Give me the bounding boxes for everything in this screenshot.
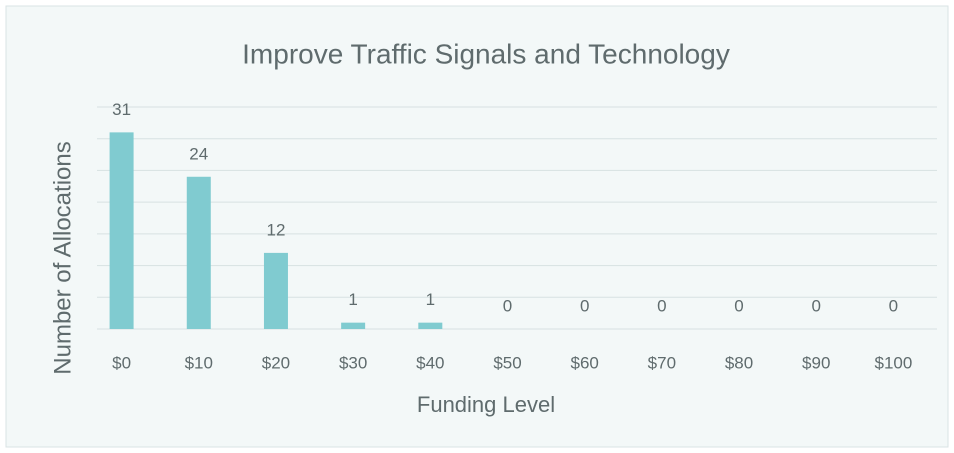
x-tick-label: $100 — [874, 353, 912, 372]
data-label: 12 — [266, 220, 285, 239]
x-axis-label: Funding Level — [417, 392, 555, 417]
data-label: 1 — [348, 290, 357, 309]
data-label: 31 — [112, 100, 131, 119]
x-tick-label: $90 — [802, 353, 830, 372]
data-label: 0 — [889, 296, 898, 315]
data-label: 1 — [426, 290, 435, 309]
bar — [186, 176, 211, 329]
data-label: 24 — [189, 144, 208, 163]
data-label: 0 — [580, 296, 589, 315]
x-tick-label: $20 — [262, 353, 290, 372]
x-tick-label: $60 — [570, 353, 598, 372]
data-label: 0 — [811, 296, 820, 315]
x-tick-label: $70 — [648, 353, 676, 372]
x-tick-label: $80 — [725, 353, 753, 372]
chart-background — [5, 5, 949, 448]
x-tick-label: $0 — [112, 353, 131, 372]
y-axis-label: Number of Allocations — [49, 141, 76, 374]
chart-title: Improve Traffic Signals and Technology — [242, 38, 730, 69]
data-label: 0 — [503, 296, 512, 315]
data-label: 0 — [657, 296, 666, 315]
x-tick-label: $50 — [493, 353, 521, 372]
x-tick-label: $10 — [185, 353, 213, 372]
bar — [418, 322, 443, 329]
bar — [109, 132, 134, 329]
bar — [341, 322, 366, 329]
bar — [263, 252, 288, 329]
x-tick-label: $40 — [416, 353, 444, 372]
data-label: 0 — [734, 296, 743, 315]
x-tick-label: $30 — [339, 353, 367, 372]
